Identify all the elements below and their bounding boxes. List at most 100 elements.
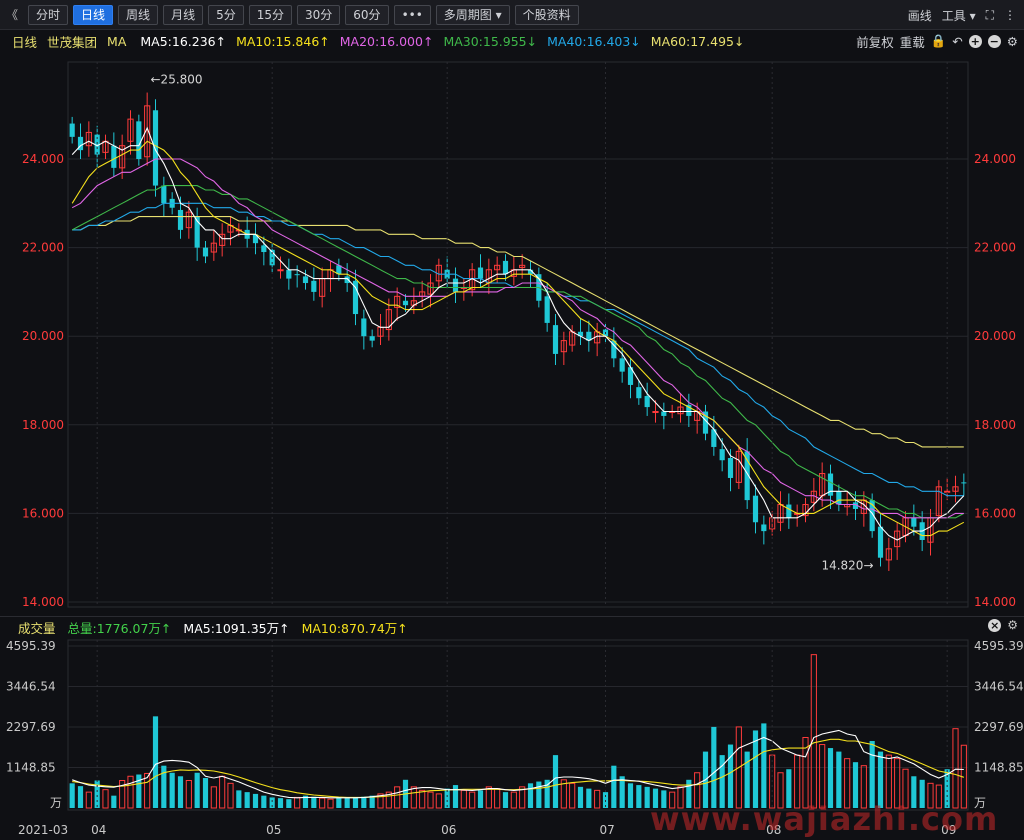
tab-5min[interactable]: 5分 (208, 4, 244, 25)
ma20-value: MA20:16.000↑ (339, 33, 434, 49)
volume-bar (711, 726, 717, 808)
ma-info-bar: 日线 世茂集团 MA MA5:16.236↑ MA10:15.846↑ MA20… (0, 30, 1024, 52)
tab-weekly[interactable]: 周线 (118, 4, 159, 25)
volume-bar (944, 769, 950, 808)
lock-icon[interactable]: 🔒 (930, 33, 947, 48)
candle (752, 495, 759, 523)
reload-button[interactable]: 重载 (899, 34, 925, 50)
candle (761, 524, 767, 532)
volume-bar (619, 776, 625, 808)
y-tick-label-left: 20.000 (22, 329, 64, 343)
candle (611, 340, 617, 359)
candle (552, 325, 559, 354)
multi-period-dropdown[interactable]: 多周期图 ▾ (435, 4, 510, 25)
volume-bar (219, 775, 226, 809)
close-icon[interactable]: × (988, 618, 1002, 632)
volume-bar (161, 765, 167, 808)
collapse-panel-button[interactable]: 《 (6, 8, 19, 22)
volume-bar (244, 792, 250, 808)
volume-bar (185, 780, 192, 809)
volume-chart[interactable]: 4595.39 4595.39 3446.54 3446.54 2297.69 2297.… (0, 638, 1024, 840)
volume-bar (286, 799, 292, 808)
candle (119, 145, 126, 169)
volume-tick-label-right: 3446.54 (974, 680, 1024, 694)
y-tick-label-right: 24.000 (974, 152, 1016, 166)
volume-bar (677, 786, 684, 809)
ma-line-ma20 (71, 158, 964, 519)
kline-chart[interactable]: 14.000 14.000 16.000 16.000 18.000 18.000 20.0… (0, 52, 1024, 616)
volume-bar (502, 792, 509, 808)
candle (369, 336, 375, 341)
candle (136, 121, 142, 159)
candle (661, 411, 667, 416)
volume-bar (686, 779, 692, 808)
candle (336, 265, 342, 275)
volume-bar (377, 793, 384, 809)
more-periods-button[interactable]: ••• (393, 4, 431, 25)
fullscreen-icon[interactable]: ⛶ (985, 7, 994, 22)
volume-bar (510, 791, 517, 809)
settings-icon[interactable]: ⚙ (1006, 33, 1018, 49)
volume-bar (119, 780, 126, 809)
volume-bar (652, 788, 659, 808)
ma5-value: MA5:16.236↑ (140, 33, 227, 49)
tab-daily[interactable]: 日线 (73, 4, 114, 25)
volume-bar (669, 791, 676, 809)
volume-bar (444, 788, 450, 808)
tab-intraday[interactable]: 分时 (28, 4, 69, 25)
forward-adjust-toggle[interactable]: 前复权 (856, 34, 894, 50)
volume-title: 成交量 (18, 621, 56, 636)
tab-monthly[interactable]: 月线 (163, 4, 204, 25)
ma-line-ma10 (71, 140, 965, 537)
volume-ma10: MA10:870.74万↑ (301, 621, 408, 636)
candle (219, 233, 226, 246)
volume-bar (644, 786, 650, 808)
low-annotation: 14.820→ (821, 559, 873, 573)
tab-30min[interactable]: 30分 (297, 4, 341, 25)
volume-bar (827, 748, 834, 808)
volume-bar (786, 769, 792, 808)
zoom-in-icon[interactable]: + (968, 34, 982, 48)
volume-bar (860, 765, 867, 809)
candle (869, 500, 875, 532)
tab-60min[interactable]: 60分 (345, 4, 389, 25)
volume-tick-label-right: 2297.69 (974, 720, 1024, 734)
stock-info-button[interactable]: 个股资料 (514, 4, 579, 25)
candle (502, 260, 509, 275)
stock-name: 世茂集团 (47, 34, 98, 50)
volume-ma5: MA5:1091.35万↑ (183, 621, 290, 636)
candle (644, 396, 650, 408)
volume-tick-label-left: 4595.39 (6, 639, 56, 653)
volume-bar (761, 723, 767, 808)
toolbar-right: 画线 工具 ▾ ⛶ ⋮ (908, 0, 1016, 30)
undo-icon[interactable]: ↶ (952, 33, 963, 49)
volume-bar (594, 789, 601, 809)
candle (69, 123, 75, 137)
settings-icon[interactable]: ⚙ (1007, 618, 1018, 632)
volume-bar (336, 797, 342, 808)
tools-dropdown[interactable]: 工具 ▾ (941, 8, 976, 23)
candle (560, 340, 567, 353)
ma10-value: MA10:15.846↑ (236, 33, 330, 49)
indicator-name[interactable]: MA (107, 33, 127, 49)
volume-bar (427, 791, 434, 809)
volume-bar (127, 775, 134, 809)
volume-bar (661, 790, 667, 808)
volume-bar (85, 791, 92, 809)
y-tick-label-right: 20.000 (974, 329, 1016, 343)
candle (702, 411, 709, 434)
candle (152, 110, 159, 186)
candle (636, 387, 642, 399)
tab-15min[interactable]: 15分 (248, 4, 292, 25)
volume-bar (269, 797, 275, 808)
candle (519, 264, 526, 269)
volume-bar (952, 728, 959, 809)
more-menu-icon[interactable]: ⋮ (1004, 8, 1016, 22)
volume-bar (236, 790, 242, 808)
y-tick-label-left: 18.000 (22, 418, 64, 432)
draw-line-button[interactable]: 画线 (907, 8, 932, 23)
volume-bar (435, 793, 442, 809)
candle (544, 296, 550, 323)
zoom-out-icon[interactable]: − (987, 34, 1001, 48)
ma-line-ma5 (71, 126, 965, 541)
